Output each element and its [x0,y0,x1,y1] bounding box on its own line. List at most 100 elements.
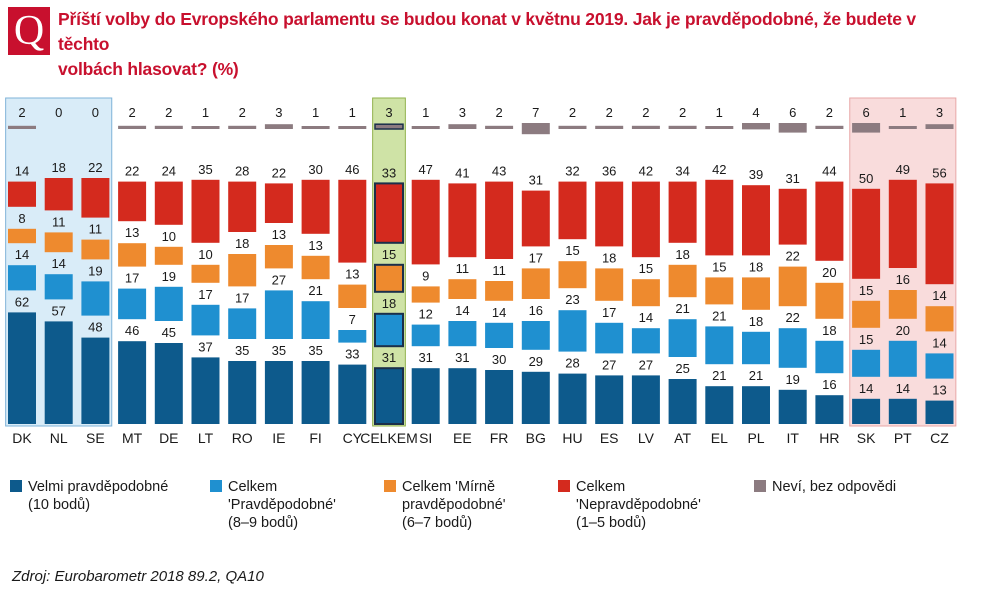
chart-header: Q Příští volby do Evropského parlamentu … [8,5,968,79]
bar-unlikely-ee [448,183,477,258]
bar-very-likely-hu [558,373,587,424]
bar-unlikely-fr [485,181,514,259]
data-label-very-likely-se: 48 [88,320,102,335]
bar-dont-know-ie [264,124,293,129]
category-label-ro: RO [232,430,253,446]
bar-unlikely-bg [521,190,550,247]
data-label-dont-know-fi: 1 [312,105,319,120]
data-label-unlikely-sk: 50 [859,171,873,186]
data-label-fairly-likely-celkem: 15 [382,247,396,262]
bar-fairly-likely-sk [852,300,881,328]
category-label-cz: CZ [930,430,949,446]
data-label-fairly-likely-es: 18 [602,250,616,265]
data-label-unlikely-fr: 43 [492,164,506,179]
data-label-very-likely-si: 31 [418,350,432,365]
bar-fairly-likely-hu [558,261,587,289]
data-label-very-likely-hr: 16 [822,377,836,392]
data-label-likely-lv: 14 [639,310,653,325]
data-label-very-likely-celkem: 31 [382,350,396,365]
data-label-unlikely-cz: 56 [932,165,946,180]
category-label-cy: CY [343,430,363,446]
data-label-likely-es: 17 [602,305,616,320]
bar-likely-hr [815,340,844,374]
data-label-very-likely-fi: 35 [308,343,322,358]
data-label-very-likely-de: 45 [162,325,176,340]
data-label-likely-sk: 15 [859,332,873,347]
bar-fairly-likely-celkem [374,263,404,293]
data-label-very-likely-fr: 30 [492,352,506,367]
data-label-fairly-likely-lv: 15 [639,261,653,276]
data-label-likely-hu: 23 [565,292,579,307]
bar-very-likely-hr [815,395,844,424]
data-label-dont-know-bg: 7 [532,105,539,120]
bar-very-likely-ie [264,361,293,424]
data-label-unlikely-nl: 18 [51,160,65,175]
bar-likely-pt [888,340,917,377]
bar-very-likely-it [778,389,807,424]
data-label-likely-ro: 17 [235,290,249,305]
data-label-unlikely-lt: 35 [198,162,212,177]
data-label-fairly-likely-bg: 17 [529,250,543,265]
data-label-likely-de: 19 [162,269,176,284]
data-label-very-likely-sk: 14 [859,381,873,396]
data-label-likely-it: 22 [785,310,799,325]
data-label-unlikely-ee: 41 [455,165,469,180]
source-note: Zdroj: Eurobarometr 2018 89.2, QA10 [12,568,264,585]
data-label-dont-know-ro: 2 [239,105,246,120]
bar-unlikely-nl [44,178,73,211]
bar-unlikely-hu [558,181,587,240]
bar-unlikely-ie [264,183,293,223]
bar-likely-nl [44,274,73,300]
bar-unlikely-es [595,181,624,247]
data-label-unlikely-cy: 46 [345,162,359,177]
data-label-unlikely-ie: 22 [272,165,286,180]
bar-fairly-likely-fr [485,281,514,301]
bar-fairly-likely-pl [742,277,770,310]
bar-likely-cz [925,353,954,379]
data-label-dont-know-nl: 0 [55,105,62,120]
bar-very-likely-mt [118,341,147,424]
data-label-likely-celkem: 18 [382,296,396,311]
bar-very-likely-de [154,343,183,424]
bar-dont-know-it [778,123,807,133]
data-label-dont-know-cz: 3 [936,105,943,120]
data-label-likely-nl: 14 [51,256,65,271]
data-label-dont-know-sk: 6 [862,105,869,120]
bar-dont-know-hu [558,125,587,129]
bar-likely-lv [631,328,660,354]
data-label-very-likely-lv: 27 [639,357,653,372]
bar-fairly-likely-ro [228,254,257,287]
category-label-el: EL [711,430,728,446]
bar-dont-know-si [411,126,440,129]
bar-unlikely-hr [815,181,844,261]
data-label-dont-know-lv: 2 [642,105,649,120]
data-label-dont-know-de: 2 [165,105,172,120]
bar-likely-fi [301,301,330,339]
data-label-dont-know-se: 0 [92,105,99,120]
data-label-unlikely-ro: 28 [235,164,249,179]
bar-fairly-likely-dk [8,228,36,244]
data-label-unlikely-hr: 44 [822,164,836,179]
bar-very-likely-lv [631,375,660,424]
bar-likely-bg [521,321,550,350]
data-label-fairly-likely-mt: 13 [125,225,139,240]
data-label-dont-know-el: 1 [716,105,723,120]
bar-fairly-likely-cz [925,306,954,332]
bar-unlikely-dk [8,181,36,207]
bar-dont-know-sk [852,123,881,133]
bar-unlikely-cz [925,183,954,285]
data-label-dont-know-hr: 2 [826,105,833,120]
data-label-very-likely-mt: 46 [125,323,139,338]
data-label-fairly-likely-sk: 15 [859,283,873,298]
data-label-likely-cy: 7 [349,312,356,327]
bar-very-likely-fi [301,361,330,424]
bar-dont-know-fr [485,125,514,129]
data-label-fairly-likely-el: 15 [712,259,726,274]
bar-very-likely-nl [44,321,73,424]
data-label-dont-know-cy: 1 [349,105,356,120]
category-label-hu: HU [562,430,582,446]
data-label-likely-ee: 14 [455,303,469,318]
data-label-dont-know-pt: 1 [899,105,906,120]
data-label-very-likely-bg: 29 [529,354,543,369]
